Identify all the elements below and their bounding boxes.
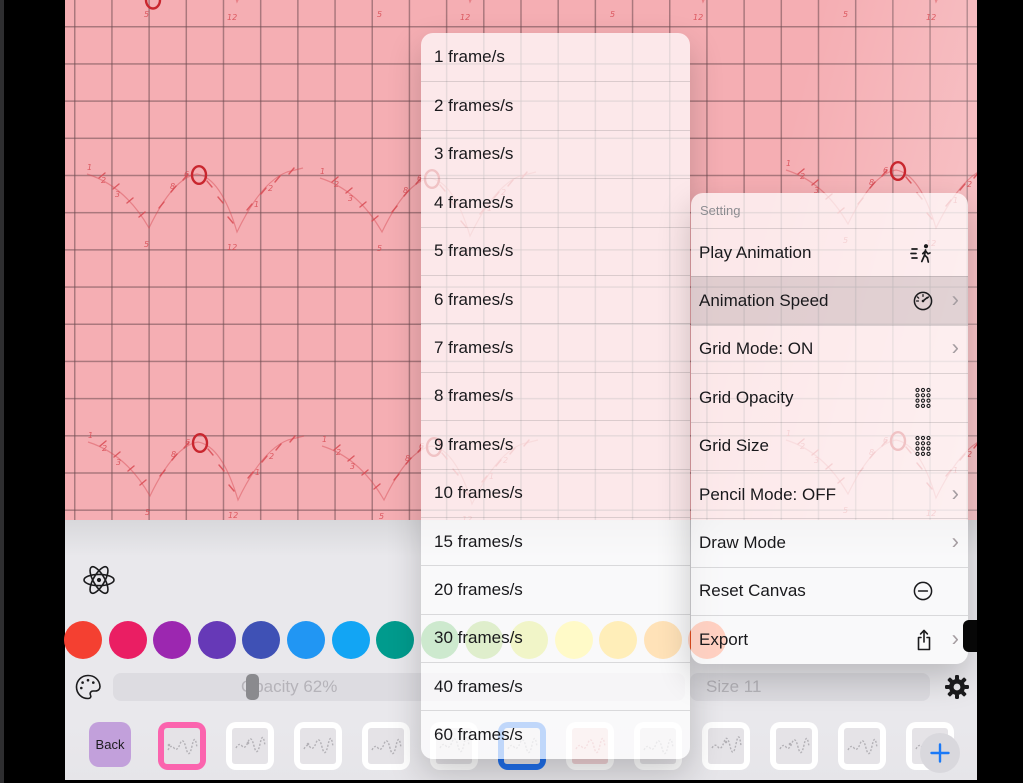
settings-menu-header: Setting — [700, 203, 741, 218]
menu-item-animation-speed[interactable]: Animation Speed › — [691, 276, 968, 325]
menu-item-pencil-mode[interactable]: Pencil Mode: OFF › — [691, 469, 968, 518]
menu-item-frame-rate[interactable]: 8 frames/s — [421, 371, 690, 420]
color-swatch[interactable] — [331, 621, 370, 659]
menu-item-frame-rate[interactable]: 7 frames/s — [421, 323, 690, 371]
chevron-right-icon: › — [951, 334, 959, 360]
settings-button[interactable] — [944, 674, 970, 700]
frame-thumbnail[interactable] — [838, 722, 886, 770]
edge-drawer-tab[interactable] — [963, 620, 977, 652]
plus-icon — [930, 743, 950, 763]
atom-icon — [83, 565, 115, 595]
menu-item-frame-rate[interactable]: 6 frames/s — [421, 274, 690, 323]
opacity-slider-label: Opacity 62% — [241, 677, 338, 696]
speedometer-icon — [913, 291, 933, 311]
menu-item-play-animation[interactable]: Play Animation — [691, 228, 968, 276]
menu-item-grid-size[interactable]: Grid Size — [691, 421, 968, 470]
menu-item-frame-rate[interactable]: 40 frames/s — [421, 662, 690, 710]
color-swatch[interactable] — [376, 621, 415, 659]
menu-item-grid-mode[interactable]: Grid Mode: ON › — [691, 324, 968, 373]
menu-item-grid-opacity[interactable]: Grid Opacity — [691, 373, 968, 421]
add-frame-button[interactable] — [920, 733, 960, 773]
menu-item-frame-rate[interactable]: 60 frames/s — [421, 710, 690, 758]
menu-item-frame-rate[interactable]: 20 frames/s — [421, 565, 690, 613]
palette-button[interactable] — [73, 672, 103, 702]
menu-item-frame-rate[interactable]: 15 frames/s — [421, 516, 690, 565]
dot-grid-icon — [915, 387, 931, 408]
menu-item-draw-mode[interactable]: Draw Mode › — [691, 518, 968, 566]
menu-item-frame-rate[interactable]: 10 frames/s — [421, 468, 690, 517]
menu-item-frame-rate[interactable]: 1 frame/s — [434, 47, 505, 67]
frame-thumbnail[interactable] — [226, 722, 274, 770]
chevron-right-icon: › — [951, 286, 959, 312]
share-icon — [917, 629, 931, 651]
menu-item-frame-rate[interactable]: 5 frames/s — [421, 226, 690, 275]
menu-item-reset-canvas[interactable]: Reset Canvas — [691, 566, 968, 615]
settings-menu: Setting Play Animation Animation Speed — [691, 193, 968, 664]
color-swatch[interactable] — [286, 621, 325, 659]
back-button[interactable]: Back — [89, 722, 131, 767]
color-swatch[interactable] — [197, 621, 236, 659]
figure-walk-motion-icon — [910, 244, 931, 264]
frame-thumbnail[interactable] — [362, 722, 410, 770]
menu-item-frame-rate[interactable]: 9 frames/s — [421, 420, 690, 468]
dot-grid-icon — [915, 436, 931, 457]
chevron-right-icon: › — [951, 625, 959, 651]
chevron-right-icon: › — [951, 480, 959, 506]
color-swatch[interactable] — [108, 621, 147, 659]
palette-icon — [75, 674, 101, 700]
gear-icon — [945, 675, 969, 699]
size-slider-label: Size 11 — [706, 677, 762, 696]
chevron-right-icon: › — [951, 528, 959, 554]
frame-thumbnail[interactable] — [294, 722, 342, 770]
menu-item-frame-rate[interactable]: 4 frames/s — [421, 178, 690, 226]
frame-thumbnail[interactable] — [702, 722, 750, 770]
size-slider[interactable] — [690, 673, 930, 701]
frame-thumbnail[interactable] — [770, 722, 818, 770]
menu-item-frame-rate[interactable]: 3 frames/s — [421, 129, 690, 178]
color-swatch[interactable] — [242, 621, 281, 659]
color-swatch[interactable] — [64, 621, 102, 659]
menu-item-frame-rate[interactable]: 2 frames/s — [421, 81, 690, 129]
menu-item-frame-rate[interactable]: 30 frames/s — [421, 613, 690, 662]
menu-item-export[interactable]: Export › — [691, 615, 968, 663]
atom-tool-button[interactable] — [81, 562, 117, 598]
opacity-slider-thumb[interactable] — [246, 674, 259, 700]
frame-rate-menu: 1 frame/s 2 frames/s 3 frames/s 4 frames… — [421, 33, 690, 759]
minus-circle-icon — [913, 582, 933, 601]
color-swatch[interactable] — [153, 621, 192, 659]
frame-thumbnail[interactable] — [158, 722, 206, 770]
